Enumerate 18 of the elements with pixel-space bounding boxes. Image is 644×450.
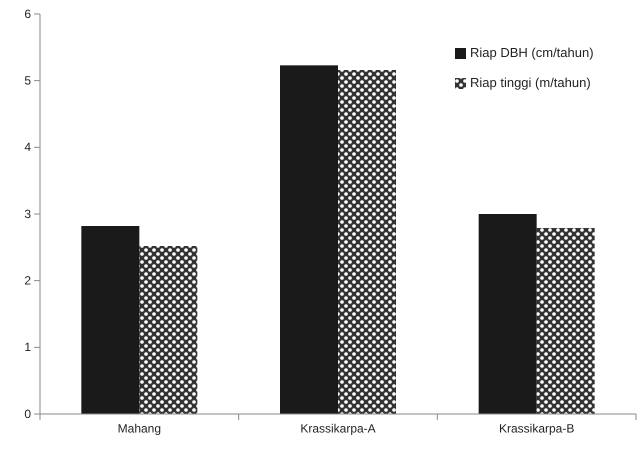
bar <box>478 214 537 414</box>
y-tick-label: 1 <box>24 340 32 354</box>
y-tick-label: 5 <box>24 74 32 88</box>
y-tick-label: 2 <box>24 274 32 288</box>
y-tick-label: 6 <box>24 6 32 21</box>
legend-label: Riap tinggi (m/tahun) <box>470 75 591 90</box>
bar <box>536 228 595 414</box>
bar <box>139 246 198 414</box>
y-tick-label: 0 <box>24 406 32 421</box>
y-tick-label: 3 <box>24 206 32 221</box>
x-tick-label: Krassikarpa-B <box>498 422 574 436</box>
bar <box>280 65 338 414</box>
x-tick-label: Krassikarpa-A <box>300 422 376 436</box>
legend-label: Riap DBH (cm/tahun) <box>470 45 594 60</box>
bar <box>338 70 396 414</box>
bar <box>81 226 140 414</box>
y-tick-label: 4 <box>24 140 32 154</box>
x-tick-label: Mahang <box>118 422 162 436</box>
